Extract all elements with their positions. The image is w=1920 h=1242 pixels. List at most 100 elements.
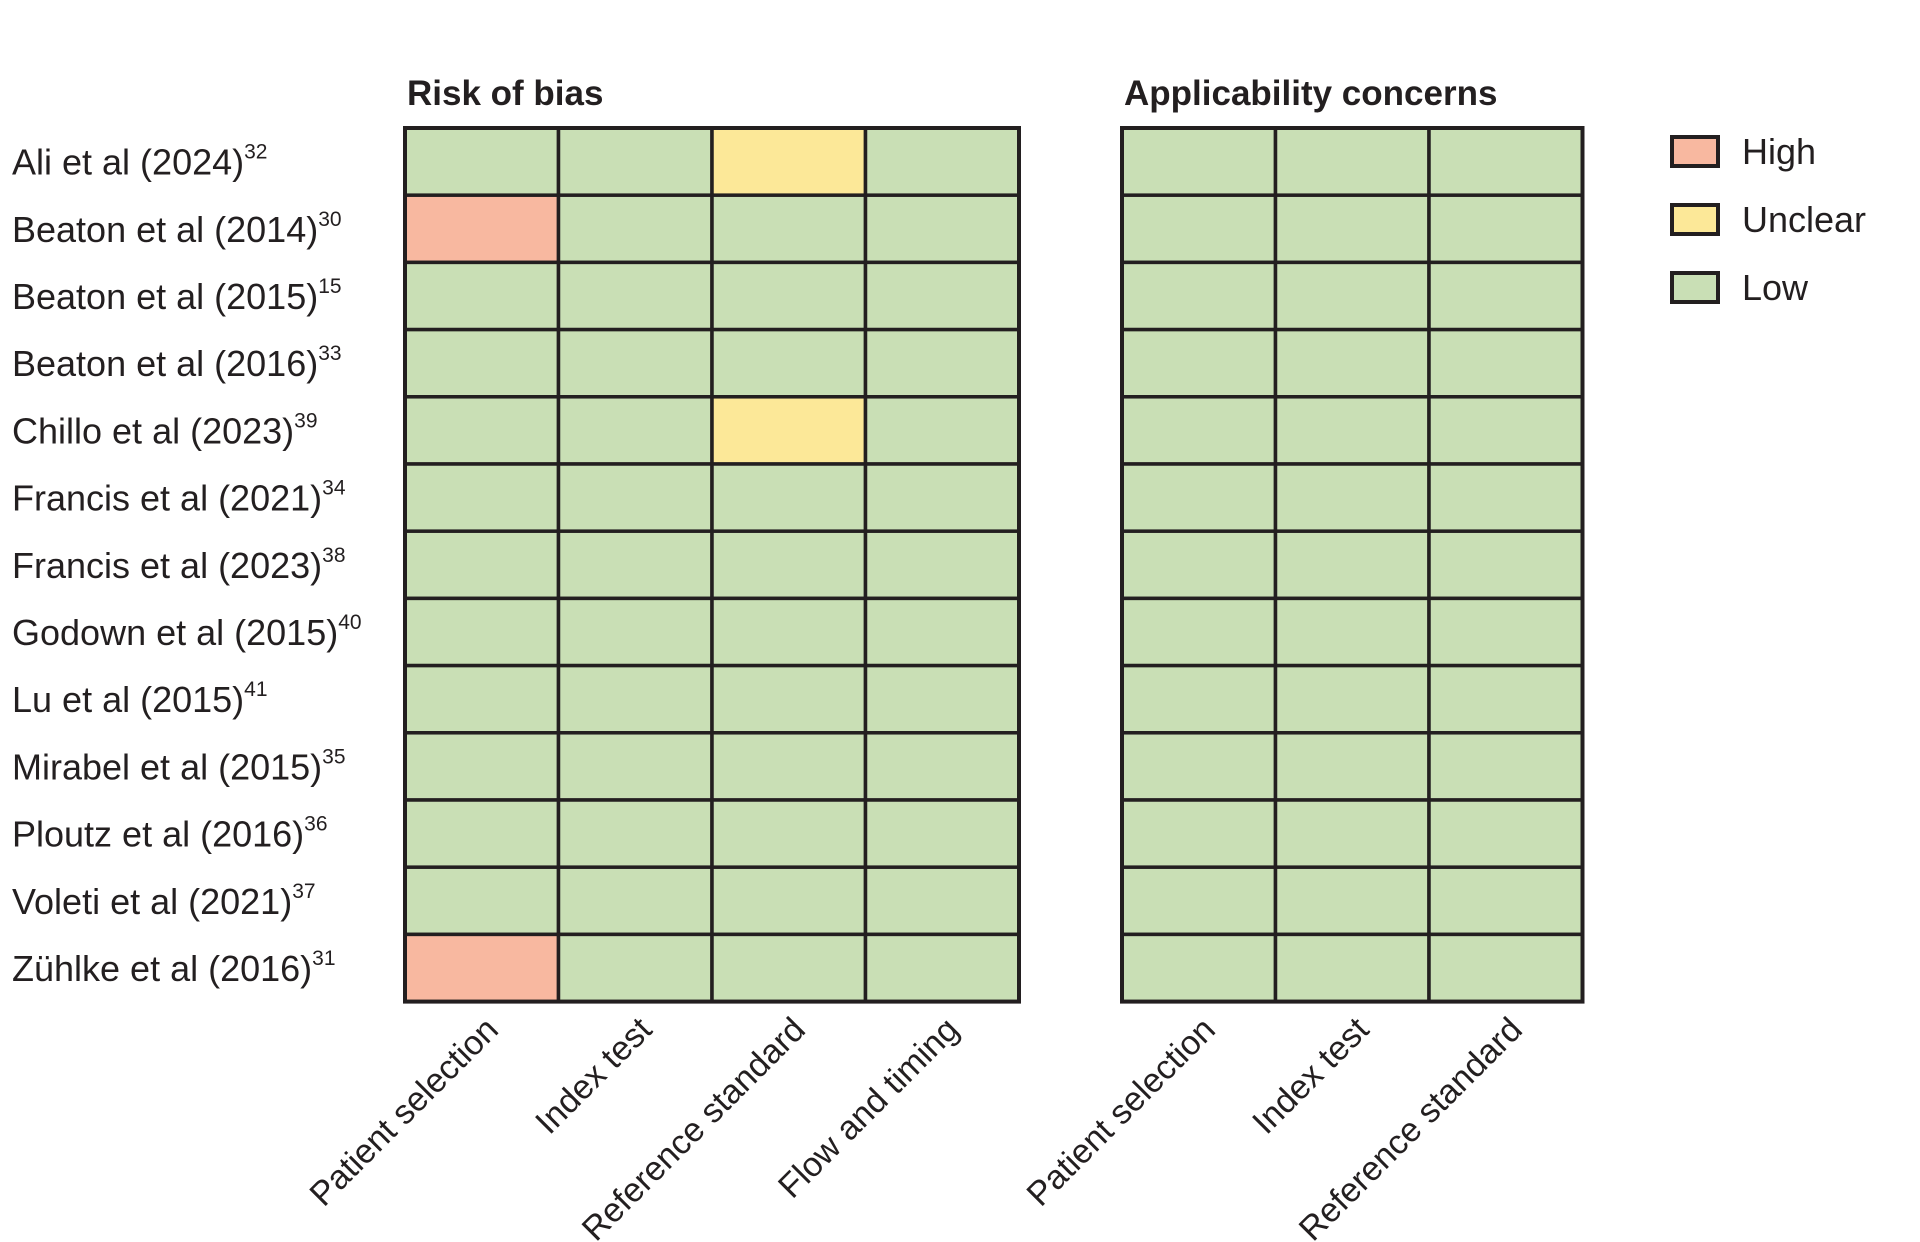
legend: High Unclear Low — [1670, 131, 1866, 308]
cell-applicability-concerns-r13-c3-low — [1427, 932, 1585, 1004]
study-label-beaton-et-al-2014: Beaton et al (2014)30 — [12, 208, 342, 250]
cell-risk-of-bias-r3-c3-low — [710, 260, 868, 332]
cell-risk-of-bias-r7-c3-low — [710, 529, 868, 601]
legend-label-high: High — [1742, 131, 1816, 172]
legend-label-unclear: Unclear — [1742, 199, 1866, 240]
cell-risk-of-bias-r2-c1-high — [403, 193, 561, 265]
heatmap-grids — [403, 126, 1585, 1004]
cell-applicability-concerns-r7-c2-low — [1273, 529, 1431, 601]
cell-applicability-concerns-r1-c2-low — [1273, 126, 1431, 197]
cell-applicability-concerns-r11-c3-low — [1427, 798, 1585, 869]
cell-applicability-concerns-r9-c1-low — [1120, 663, 1278, 735]
cell-applicability-concerns-r10-c1-low — [1120, 731, 1278, 802]
study-label-francis-et-al-2021: Francis et al (2021)34 — [12, 477, 346, 519]
column-label-applicability-concerns-patient-selection: Patient selection — [1020, 1010, 1223, 1213]
cell-risk-of-bias-r12-c4-low — [863, 865, 1021, 937]
cell-risk-of-bias-r8-c2-low — [556, 596, 714, 668]
cell-applicability-concerns-r9-c2-low — [1273, 663, 1431, 735]
cell-applicability-concerns-r7-c3-low — [1427, 529, 1585, 601]
legend-swatch-unclear — [1670, 203, 1720, 236]
cell-applicability-concerns-r6-c2-low — [1273, 462, 1431, 533]
cell-applicability-concerns-r12-c2-low — [1273, 865, 1431, 937]
study-labels: Ali et al (2024)32 Beaton et al (2014)30 B… — [12, 141, 362, 989]
cell-applicability-concerns-r2-c1-low — [1120, 193, 1278, 265]
cell-risk-of-bias-r4-c3-low — [710, 327, 868, 399]
cell-applicability-concerns-r1-c3-low — [1427, 126, 1585, 197]
cell-applicability-concerns-r4-c1-low — [1120, 327, 1278, 399]
study-label-chillo-et-al-2023: Chillo et al (2023)39 — [12, 409, 318, 451]
cell-applicability-concerns-r7-c1-low — [1120, 529, 1278, 601]
cell-risk-of-bias-r9-c1-low — [403, 663, 561, 735]
cell-applicability-concerns-r9-c3-low — [1427, 663, 1585, 735]
cell-applicability-concerns-r13-c2-low — [1273, 932, 1431, 1004]
cell-risk-of-bias-r6-c2-low — [556, 462, 714, 533]
cell-applicability-concerns-r12-c1-low — [1120, 865, 1278, 937]
legend-swatch-low — [1670, 271, 1720, 304]
cell-risk-of-bias-r4-c1-low — [403, 327, 561, 399]
cell-risk-of-bias-r13-c2-low — [556, 932, 714, 1004]
column-label-applicability-concerns-index-test: Index test — [1245, 1010, 1377, 1142]
study-label-ploutz-et-al-2016: Ploutz et al (2016)36 — [12, 813, 328, 855]
cell-applicability-concerns-r6-c3-low — [1427, 462, 1585, 533]
cell-risk-of-bias-r4-c4-low — [863, 327, 1021, 399]
column-label-risk-of-bias-patient-selection: Patient selection — [303, 1010, 506, 1213]
study-label-lu-et-al-2015: Lu et al (2015)41 — [12, 678, 268, 720]
study-label-beaton-et-al-2015: Beaton et al (2015)15 — [12, 275, 342, 317]
cell-risk-of-bias-r3-c1-low — [403, 260, 561, 332]
grid-applicability-concerns — [1120, 126, 1585, 1004]
grid-frame-risk-of-bias — [403, 126, 1021, 1004]
study-label-francis-et-al-2023: Francis et al (2023)38 — [12, 544, 346, 586]
cell-risk-of-bias-r7-c1-low — [403, 529, 561, 601]
cell-risk-of-bias-r6-c1-low — [403, 462, 561, 533]
cell-risk-of-bias-r1-c4-low — [863, 126, 1021, 197]
column-label-risk-of-bias-index-test: Index test — [528, 1010, 660, 1142]
panel-title-applicability-concerns: Applicability concerns — [1124, 74, 1497, 113]
cell-applicability-concerns-r3-c2-low — [1273, 260, 1431, 332]
cell-risk-of-bias-r4-c2-low — [556, 327, 714, 399]
cell-risk-of-bias-r1-c3-unclear — [710, 126, 868, 197]
cell-risk-of-bias-r11-c2-low — [556, 798, 714, 869]
cell-risk-of-bias-r13-c4-low — [863, 932, 1021, 1004]
cell-risk-of-bias-r11-c1-low — [403, 798, 561, 869]
cell-applicability-concerns-r8-c2-low — [1273, 596, 1431, 668]
study-label-z-hlke-et-al-2016: Zühlke et al (2016)31 — [12, 947, 336, 989]
cell-risk-of-bias-r8-c1-low — [403, 596, 561, 668]
cell-applicability-concerns-r6-c1-low — [1120, 462, 1278, 533]
cell-applicability-concerns-r5-c1-low — [1120, 395, 1278, 466]
cell-risk-of-bias-r5-c4-low — [863, 395, 1021, 466]
study-label-godown-et-al-2015: Godown et al (2015)40 — [12, 611, 362, 653]
cell-risk-of-bias-r7-c4-low — [863, 529, 1021, 601]
cell-applicability-concerns-r10-c2-low — [1273, 731, 1431, 802]
cell-risk-of-bias-r2-c2-low — [556, 193, 714, 265]
study-label-beaton-et-al-2016: Beaton et al (2016)33 — [12, 342, 342, 384]
cell-risk-of-bias-r10-c3-low — [710, 731, 868, 802]
cell-applicability-concerns-r2-c2-low — [1273, 193, 1431, 265]
cell-risk-of-bias-r7-c2-low — [556, 529, 714, 601]
cell-applicability-concerns-r10-c3-low — [1427, 731, 1585, 802]
cell-risk-of-bias-r9-c4-low — [863, 663, 1021, 735]
cell-risk-of-bias-r6-c4-low — [863, 462, 1021, 533]
legend-swatch-high — [1670, 135, 1720, 168]
panel-titles: Risk of bias Applicability concerns — [407, 74, 1497, 113]
cell-applicability-concerns-r4-c3-low — [1427, 327, 1585, 399]
grid-frame-applicability-concerns — [1120, 126, 1585, 1004]
cell-applicability-concerns-r12-c3-low — [1427, 865, 1585, 937]
cell-applicability-concerns-r3-c3-low — [1427, 260, 1585, 332]
cell-risk-of-bias-r3-c4-low — [863, 260, 1021, 332]
cell-risk-of-bias-r9-c2-low — [556, 663, 714, 735]
cell-risk-of-bias-r1-c1-low — [403, 126, 561, 197]
cell-applicability-concerns-r5-c3-low — [1427, 395, 1585, 466]
cell-risk-of-bias-r2-c4-low — [863, 193, 1021, 265]
cell-applicability-concerns-r8-c1-low — [1120, 596, 1278, 668]
cell-applicability-concerns-r11-c1-low — [1120, 798, 1278, 869]
cell-risk-of-bias-r2-c3-low — [710, 193, 868, 265]
cell-risk-of-bias-r11-c4-low — [863, 798, 1021, 869]
cell-applicability-concerns-r11-c2-low — [1273, 798, 1431, 869]
cell-risk-of-bias-r5-c3-unclear — [710, 395, 868, 466]
cell-risk-of-bias-r13-c3-low — [710, 932, 868, 1004]
cell-risk-of-bias-r13-c1-high — [403, 932, 561, 1004]
cell-applicability-concerns-r13-c1-low — [1120, 932, 1278, 1004]
cell-risk-of-bias-r3-c2-low — [556, 260, 714, 332]
cell-applicability-concerns-r5-c2-low — [1273, 395, 1431, 466]
